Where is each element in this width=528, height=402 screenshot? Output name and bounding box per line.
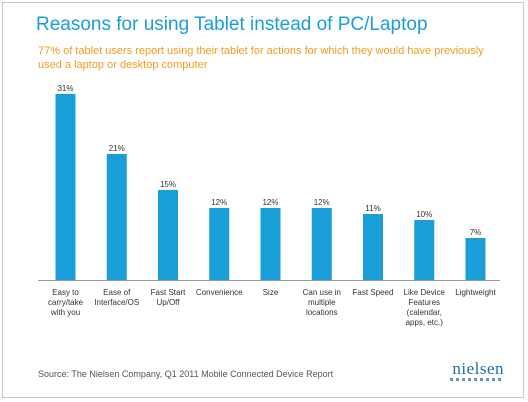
data-label-7: 10% — [416, 210, 432, 219]
logo-text: nielsen — [452, 359, 504, 378]
logo-dots — [450, 378, 504, 381]
data-label-4: 12% — [262, 198, 278, 207]
category-label-2: Fast Start Up/Off — [151, 288, 186, 307]
bar-8 — [465, 238, 486, 280]
category-label-8: Lightweight — [455, 288, 496, 297]
category-label-0: Easy to carry/take with you — [48, 288, 84, 317]
category-label-7: Like Device Features (calendar, apps, etc.) — [404, 288, 446, 327]
data-label-2: 15% — [160, 180, 176, 189]
bar-1 — [106, 154, 127, 280]
chart-title: Reasons for using Tablet instead of PC/L… — [36, 14, 428, 35]
bar-0 — [55, 94, 76, 280]
source-note: Source: The Nielsen Company, Q1 2011 Mob… — [38, 369, 334, 379]
category-label-3: Convenience — [196, 288, 243, 297]
bar-5 — [311, 208, 332, 280]
data-label-5: 12% — [314, 198, 330, 207]
bar-4 — [260, 208, 281, 280]
data-label-1: 21% — [109, 144, 125, 153]
category-label-6: Fast Speed — [353, 288, 394, 297]
data-label-6: 11% — [365, 204, 380, 213]
data-label-3: 12% — [211, 198, 227, 207]
bar-3 — [209, 208, 230, 280]
chart-subtitle: 77% of tablet users report using their t… — [38, 45, 484, 71]
category-label-5: Can use in multiple locations — [303, 288, 341, 317]
data-label-8: 7% — [470, 228, 482, 237]
category-label-1: Ease of Interface/OS — [94, 288, 139, 307]
category-label-4: Size — [263, 288, 279, 297]
nielsen-logo: nielsen — [450, 360, 504, 381]
bar-2 — [158, 190, 178, 280]
data-label-0: 31% — [57, 84, 73, 93]
bar-7 — [414, 220, 435, 280]
chart-frame — [2, 2, 524, 398]
bar-6 — [363, 214, 383, 280]
